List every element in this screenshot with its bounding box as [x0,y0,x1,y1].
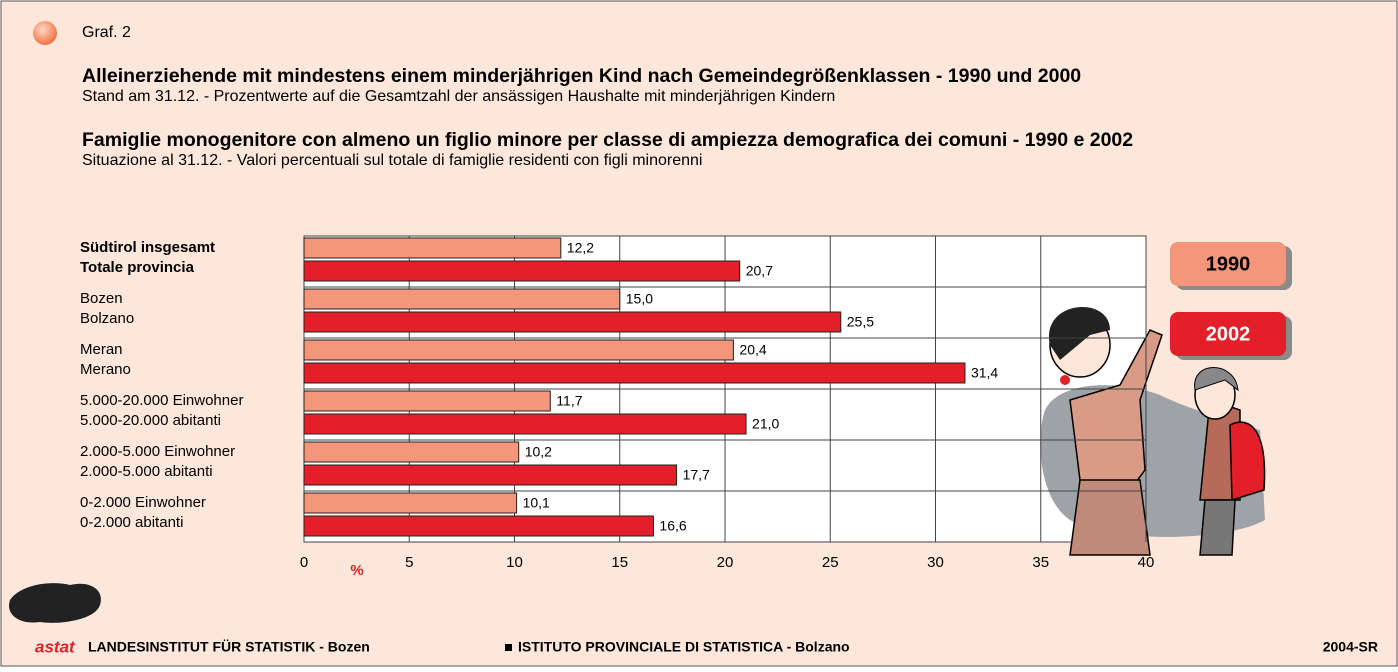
bullet [33,21,57,45]
x-tick-label: 10 [506,554,523,571]
value-label: 17,7 [683,467,710,483]
value-label: 12,2 [567,240,594,256]
value-label: 10,1 [523,495,550,511]
value-label: 20,7 [746,263,773,279]
x-tick-label: 40 [1138,554,1155,571]
title: Famiglie monogenitore con almeno un figl… [82,129,1133,151]
title: Alleinerziehende mit mindestens einem mi… [82,65,1081,87]
value-label: 20,4 [739,342,766,358]
footer-left: LANDESINSTITUT FÜR STATISTIK - Bozen [88,639,370,655]
bar [304,261,740,281]
category-label: Südtirol insgesamt [80,239,215,256]
category-label: 5.000-20.000 abitanti [80,412,221,429]
bar [304,442,519,462]
bar [304,465,677,485]
value-label: 21,0 [752,416,779,432]
x-tick-label: 20 [717,554,734,571]
category-label: Merano [80,361,131,378]
subtitle: Stand am 31.12. - Prozentwerte auf die G… [82,88,835,105]
x-tick-label: 25 [822,554,839,571]
category-label: 2.000-5.000 abitanti [80,463,213,480]
bar [304,391,550,411]
separator [505,644,512,651]
legend-label: 1990 [1206,253,1251,275]
bar [304,414,746,434]
bar [304,289,620,309]
bar [304,340,733,360]
category-label: 5.000-20.000 Einwohner [80,392,243,409]
footer-right: ISTITUTO PROVINCIALE DI STATISTICA - Bol… [518,639,850,655]
x-tick-label: 0 [300,554,308,571]
value-label: 31,4 [971,365,998,381]
bar [304,363,965,383]
value-label: 11,7 [556,393,582,409]
category-label: Totale provincia [80,259,195,276]
value-label: 16,6 [659,518,686,534]
footer-code: 2004-SR [1323,639,1378,655]
category-label: 0-2.000 Einwohner [80,494,206,511]
x-tick-label: 30 [927,554,944,571]
legend-label: 2002 [1206,323,1251,345]
chart: Graf. 2 Alleinerziehende mit mindestens … [0,0,1398,667]
subtitle: Situazione al 31.12. - Valori percentual… [82,152,702,169]
category-label: Bolzano [80,310,134,327]
graph-label: Graf. 2 [82,24,131,41]
category-label: Meran [80,341,123,358]
value-label: 10,2 [525,444,552,460]
bar [304,493,517,513]
bar [304,516,653,536]
x-axis-label: % [350,562,363,579]
x-tick-label: 5 [405,554,413,571]
value-label: 25,5 [847,314,874,330]
x-tick-label: 35 [1032,554,1049,571]
logo-text: astat [35,637,76,656]
bar [304,312,841,332]
bar [304,238,561,258]
category-label: 0-2.000 abitanti [80,514,183,531]
category-label: 2.000-5.000 Einwohner [80,443,235,460]
category-label: Bozen [80,290,123,307]
x-tick-label: 15 [611,554,628,571]
value-label: 15,0 [626,291,653,307]
